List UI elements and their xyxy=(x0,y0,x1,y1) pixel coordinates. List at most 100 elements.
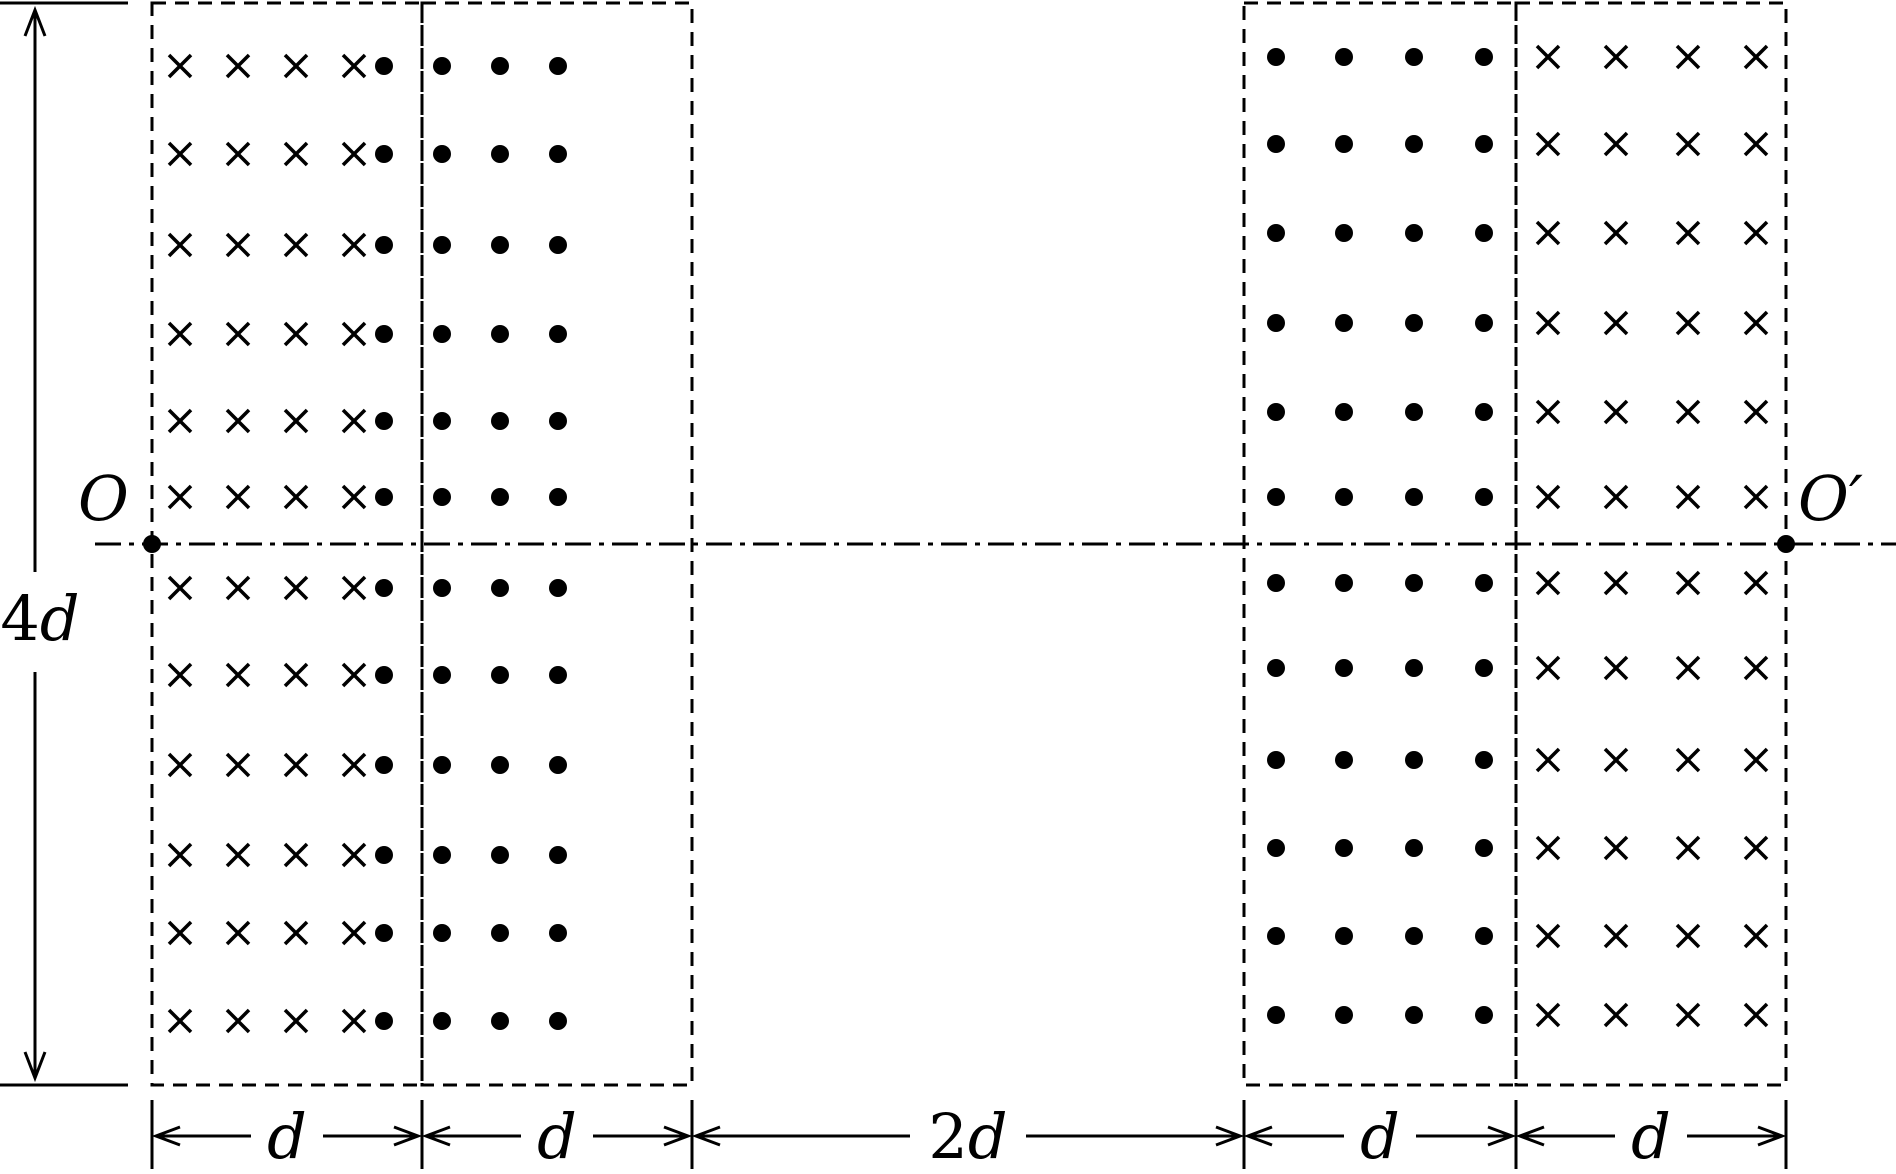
dot-marker-r2-8-0 xyxy=(375,756,393,774)
width-dimension-0 xyxy=(151,1125,423,1147)
cross-marker-r5-11-1 xyxy=(1603,1002,1629,1028)
dot-marker-r4-8-1 xyxy=(1335,751,1353,769)
dot-marker-r2-11-3 xyxy=(549,1012,567,1030)
cross-marker-r1-4-3 xyxy=(341,408,367,434)
dot-marker-r2-3-0 xyxy=(375,325,393,343)
cross-marker-r1-10-1 xyxy=(225,920,251,946)
dot-marker-r2-9-1 xyxy=(433,846,451,864)
dot-marker-r4-11-3 xyxy=(1475,1006,1493,1024)
dot-marker-r2-0-3 xyxy=(549,57,567,75)
dot-marker-r4-1-1 xyxy=(1335,135,1353,153)
cross-marker-r1-7-0 xyxy=(167,662,193,688)
label-o: O xyxy=(78,462,129,535)
dot-marker-r4-3-1 xyxy=(1335,314,1353,332)
cross-marker-r5-11-0 xyxy=(1535,1002,1561,1028)
dot-marker-r2-11-1 xyxy=(433,1012,451,1030)
width-dimensions: d d 2d d d xyxy=(151,1100,1787,1173)
cross-marker-r1-7-1 xyxy=(225,662,251,688)
cross-marker-r1-5-3 xyxy=(341,484,367,510)
cross-marker-r5-4-2 xyxy=(1675,399,1701,425)
cross-marker-r1-0-2 xyxy=(283,53,309,79)
cross-marker-r1-1-0 xyxy=(167,141,193,167)
dot-marker-r2-3-2 xyxy=(491,325,509,343)
dot-marker-r2-7-2 xyxy=(491,666,509,684)
dot-marker-r4-1-0 xyxy=(1267,135,1285,153)
cross-marker-r1-5-0 xyxy=(167,484,193,510)
dot-marker-r2-5-2 xyxy=(491,488,509,506)
width-ticks xyxy=(150,1100,1788,1169)
cross-marker-r5-3-1 xyxy=(1603,310,1629,336)
cross-marker-r5-7-0 xyxy=(1535,655,1561,681)
cross-marker-r1-0-1 xyxy=(225,53,251,79)
dot-marker-r4-10-1 xyxy=(1335,927,1353,945)
cross-marker-r5-1-1 xyxy=(1603,131,1629,157)
dot-marker-r2-6-2 xyxy=(491,579,509,597)
dot-marker-r4-11-0 xyxy=(1267,1006,1285,1024)
width-label-4: d xyxy=(1631,1100,1671,1169)
cross-marker-r5-8-2 xyxy=(1675,747,1701,773)
cross-marker-r1-1-2 xyxy=(283,141,309,167)
cross-marker-r5-9-2 xyxy=(1675,835,1701,861)
cross-marker-r1-0-3 xyxy=(341,53,367,79)
dot-marker-r2-3-1 xyxy=(433,325,451,343)
dot-marker-r4-7-0 xyxy=(1267,659,1285,677)
dot-marker-r4-9-1 xyxy=(1335,839,1353,857)
cross-marker-r5-5-3 xyxy=(1743,484,1769,510)
cross-marker-r1-9-0 xyxy=(167,842,193,868)
dot-marker-r2-2-2 xyxy=(491,236,509,254)
dot-marker-r4-6-2 xyxy=(1405,574,1423,592)
cross-marker-r5-10-3 xyxy=(1743,923,1769,949)
dot-marker-r2-2-1 xyxy=(433,236,451,254)
dot-marker-r4-5-0 xyxy=(1267,488,1285,506)
width-dimension-3 xyxy=(1243,1125,1517,1147)
dot-marker-r4-11-2 xyxy=(1405,1006,1423,1024)
cross-marker-r5-9-1 xyxy=(1603,835,1629,861)
cross-marker-r1-4-2 xyxy=(283,408,309,434)
dot-marker-r2-4-1 xyxy=(433,412,451,430)
dot-marker-r2-7-0 xyxy=(375,666,393,684)
cross-marker-r5-5-2 xyxy=(1675,484,1701,510)
dot-marker-r2-1-1 xyxy=(433,145,451,163)
cross-marker-r1-9-3 xyxy=(341,842,367,868)
cross-marker-r1-8-1 xyxy=(225,752,251,778)
cross-marker-r5-3-0 xyxy=(1535,310,1561,336)
dot-marker-r4-10-0 xyxy=(1267,927,1285,945)
dot-marker-r4-1-2 xyxy=(1405,135,1423,153)
dot-marker-r4-2-2 xyxy=(1405,224,1423,242)
cross-marker-r5-6-3 xyxy=(1743,570,1769,596)
cross-marker-r1-10-2 xyxy=(283,920,309,946)
dot-marker-r2-0-0 xyxy=(375,57,393,75)
cross-marker-r5-10-1 xyxy=(1603,923,1629,949)
width-label-1: d xyxy=(537,1100,577,1169)
width-dimension-2 xyxy=(691,1125,1245,1147)
dot-marker-r4-6-1 xyxy=(1335,574,1353,592)
cross-marker-r1-3-1 xyxy=(225,321,251,347)
cross-marker-r1-1-3 xyxy=(341,141,367,167)
dot-marker-r2-1-0 xyxy=(375,145,393,163)
dot-marker-r4-0-1 xyxy=(1335,48,1353,66)
cross-marker-r5-3-3 xyxy=(1743,310,1769,336)
height-bottom-arrowhead xyxy=(23,1051,47,1083)
cross-marker-r1-8-0 xyxy=(167,752,193,778)
dot-marker-r2-1-3 xyxy=(549,145,567,163)
dot-marker-r4-9-2 xyxy=(1405,839,1423,857)
cross-marker-r1-11-0 xyxy=(167,1008,193,1034)
cross-marker-r5-11-2 xyxy=(1675,1002,1701,1028)
point-o-prime xyxy=(1777,535,1795,553)
dot-marker-r2-10-2 xyxy=(491,924,509,942)
cross-marker-r1-2-1 xyxy=(225,232,251,258)
cross-marker-r1-5-2 xyxy=(283,484,309,510)
dot-marker-r2-10-3 xyxy=(549,924,567,942)
width-dimension-1 xyxy=(421,1125,693,1147)
left-field-regions xyxy=(150,1,694,1087)
dot-marker-r4-5-2 xyxy=(1405,488,1423,506)
dot-marker-r2-3-3 xyxy=(549,325,567,343)
label-o-prime: O′ xyxy=(1798,462,1863,535)
cross-marker-r5-2-3 xyxy=(1743,220,1769,246)
dot-marker-r2-10-1 xyxy=(433,924,451,942)
cross-marker-r1-2-3 xyxy=(341,232,367,258)
dot-marker-r2-4-3 xyxy=(549,412,567,430)
dot-marker-r4-7-1 xyxy=(1335,659,1353,677)
cross-marker-r5-6-0 xyxy=(1535,570,1561,596)
